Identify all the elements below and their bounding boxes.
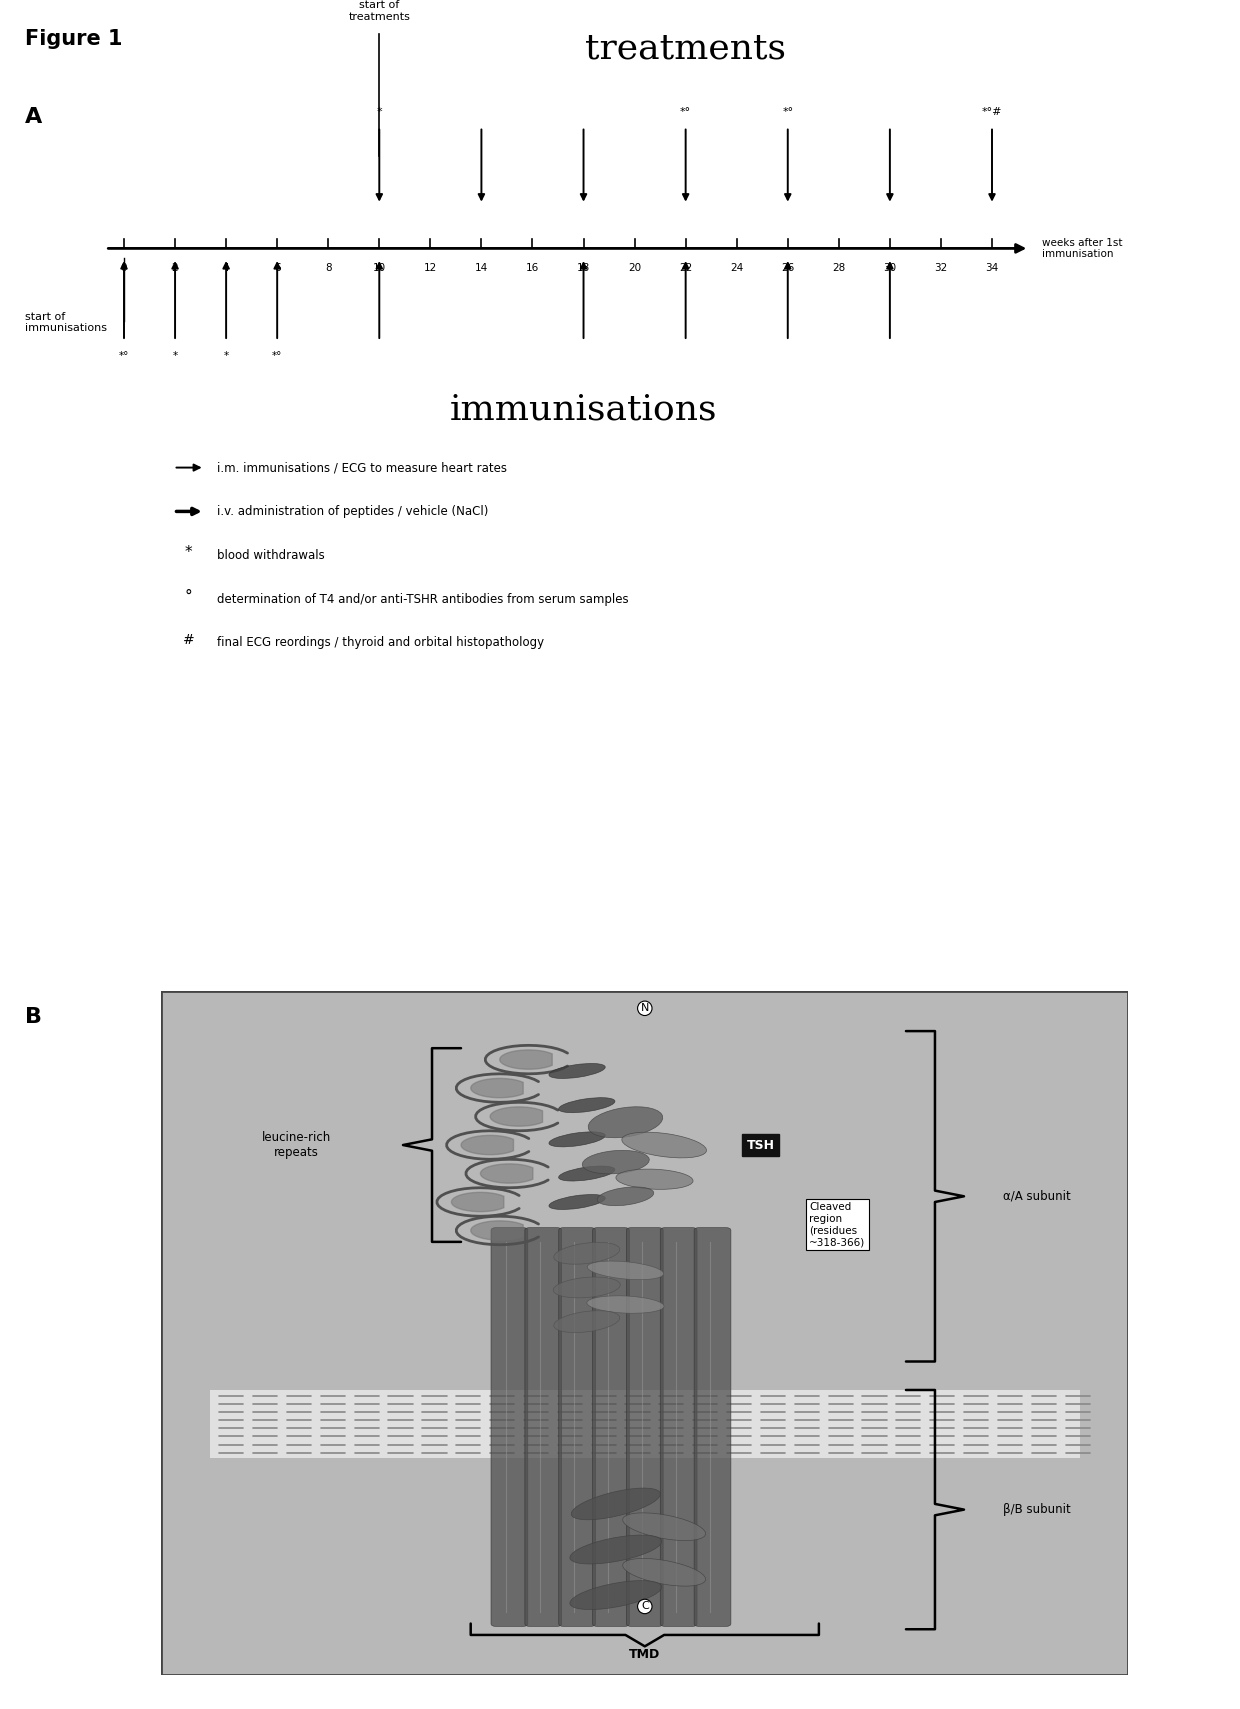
Text: #: #: [182, 632, 195, 648]
Ellipse shape: [549, 1131, 605, 1147]
Text: α/A subunit: α/A subunit: [1003, 1189, 1070, 1203]
Text: 14: 14: [475, 263, 489, 273]
Text: 28: 28: [832, 263, 846, 273]
Text: start of
immunisations: start of immunisations: [25, 311, 107, 333]
Ellipse shape: [587, 1295, 663, 1313]
Polygon shape: [471, 1220, 523, 1241]
Polygon shape: [461, 1135, 513, 1155]
Text: 20: 20: [627, 263, 641, 273]
Text: *°#: *°#: [982, 108, 1002, 116]
FancyBboxPatch shape: [559, 1227, 595, 1627]
Text: 18: 18: [577, 263, 590, 273]
Text: B: B: [25, 1007, 42, 1027]
Ellipse shape: [570, 1535, 662, 1564]
Text: 26: 26: [781, 263, 795, 273]
Text: start of
treatments: start of treatments: [348, 0, 410, 22]
Ellipse shape: [549, 1195, 605, 1210]
Ellipse shape: [572, 1489, 661, 1519]
Ellipse shape: [583, 1150, 650, 1174]
Ellipse shape: [621, 1131, 707, 1159]
Text: *: *: [223, 350, 228, 361]
Text: immunisations: immunisations: [450, 391, 717, 426]
Text: 22: 22: [680, 263, 692, 273]
Text: i.m. immunisations / ECG to measure heart rates: i.m. immunisations / ECG to measure hear…: [217, 461, 507, 473]
Polygon shape: [500, 1049, 552, 1070]
Ellipse shape: [549, 1063, 605, 1078]
Text: leucine-rich
repeats: leucine-rich repeats: [262, 1131, 331, 1159]
Polygon shape: [490, 1107, 543, 1126]
Text: °: °: [185, 588, 192, 603]
Text: *°: *°: [272, 350, 283, 361]
Ellipse shape: [622, 1559, 706, 1586]
FancyBboxPatch shape: [626, 1227, 663, 1627]
Text: weeks after 1st
immunisation: weeks after 1st immunisation: [1042, 238, 1122, 260]
Ellipse shape: [598, 1188, 653, 1205]
Text: final ECG reordings / thyroid and orbital histopathology: final ECG reordings / thyroid and orbita…: [217, 636, 544, 649]
Text: blood withdrawals: blood withdrawals: [217, 549, 325, 562]
Text: β/B subunit: β/B subunit: [1003, 1504, 1070, 1516]
Text: C: C: [641, 1601, 649, 1612]
Text: i.v. administration of peptides / vehicle (NaCl): i.v. administration of peptides / vehicl…: [217, 504, 489, 518]
Text: *°: *°: [119, 350, 129, 361]
Ellipse shape: [553, 1277, 620, 1297]
Text: 16: 16: [526, 263, 539, 273]
Text: N: N: [641, 1003, 649, 1013]
Text: 10: 10: [373, 263, 386, 273]
Ellipse shape: [554, 1311, 620, 1333]
Text: TMD: TMD: [629, 1649, 661, 1661]
Text: 24: 24: [730, 263, 743, 273]
Text: 8: 8: [325, 263, 331, 273]
FancyBboxPatch shape: [161, 991, 1128, 1675]
Text: 30: 30: [883, 263, 897, 273]
Text: 32: 32: [934, 263, 947, 273]
Polygon shape: [471, 1078, 523, 1097]
Text: treatments: treatments: [585, 32, 786, 65]
Text: 12: 12: [424, 263, 436, 273]
Text: *: *: [185, 545, 192, 561]
Ellipse shape: [558, 1166, 615, 1181]
Text: 4: 4: [223, 263, 229, 273]
Text: Figure 1: Figure 1: [25, 29, 123, 50]
Text: 34: 34: [986, 263, 998, 273]
Text: *: *: [172, 350, 177, 361]
Polygon shape: [451, 1193, 503, 1212]
Ellipse shape: [616, 1169, 693, 1189]
FancyBboxPatch shape: [593, 1227, 630, 1627]
Text: TSH: TSH: [746, 1138, 775, 1152]
Text: 2: 2: [172, 263, 179, 273]
Text: *°: *°: [782, 108, 794, 116]
FancyBboxPatch shape: [660, 1227, 697, 1627]
FancyBboxPatch shape: [525, 1227, 562, 1627]
Ellipse shape: [570, 1581, 662, 1610]
Ellipse shape: [622, 1512, 706, 1540]
FancyBboxPatch shape: [491, 1227, 528, 1627]
Text: determination of T4 and/or anti-TSHR antibodies from serum samples: determination of T4 and/or anti-TSHR ant…: [217, 593, 629, 605]
Text: Cleaved
region
(residues
~318-366): Cleaved region (residues ~318-366): [810, 1203, 866, 1248]
Text: *: *: [377, 108, 382, 116]
FancyBboxPatch shape: [694, 1227, 730, 1627]
Text: A: A: [25, 108, 42, 126]
Text: 0: 0: [120, 263, 128, 273]
Text: 6: 6: [274, 263, 280, 273]
Ellipse shape: [588, 1107, 662, 1138]
Ellipse shape: [558, 1097, 615, 1113]
Text: *°: *°: [680, 108, 691, 116]
Ellipse shape: [554, 1242, 620, 1265]
Ellipse shape: [588, 1261, 663, 1280]
Polygon shape: [480, 1164, 533, 1183]
Bar: [210, 1389, 1080, 1458]
